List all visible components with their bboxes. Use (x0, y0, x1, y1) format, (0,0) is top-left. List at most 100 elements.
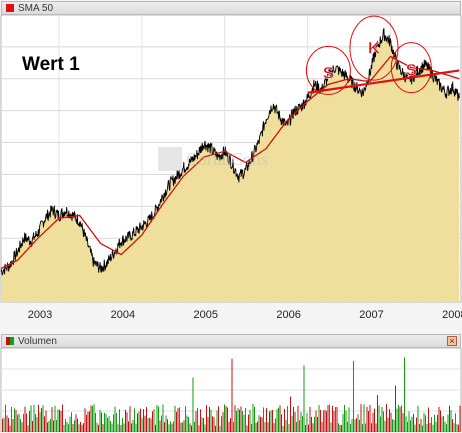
volume-bar (341, 425, 342, 432)
volume-bar (276, 409, 278, 432)
volume-bar (324, 409, 326, 432)
volume-bar (60, 411, 62, 432)
volume-bar (327, 405, 329, 432)
volume-bar (353, 360, 354, 432)
x-tick-label: 2006 (276, 309, 300, 321)
volume-bar (326, 411, 327, 432)
volume-bar (17, 414, 18, 432)
volume-bar (9, 425, 11, 432)
volume-bar (437, 414, 438, 432)
volume-bar (156, 404, 158, 432)
volume-bar (255, 422, 257, 432)
volume-bar (309, 406, 311, 432)
volume-bar (38, 404, 39, 432)
pattern-circle (305, 45, 351, 95)
volume-bar (401, 405, 402, 432)
volume-bar (278, 407, 279, 432)
volume-bar (161, 415, 162, 432)
volume-bar (149, 417, 150, 432)
volume-bar (72, 423, 74, 432)
volume-bar (270, 410, 272, 432)
volume-bar (36, 417, 38, 432)
volume-bar (20, 419, 21, 432)
price-panel-header: SMA 50 (1, 1, 461, 15)
volume-bar (113, 414, 114, 432)
volume-bar (152, 411, 153, 432)
volume-bar (425, 415, 426, 432)
volume-bar (230, 418, 231, 432)
volume-bar (384, 420, 386, 432)
volume-bar (116, 413, 117, 432)
volume-bar (417, 405, 419, 432)
volume-bar (12, 418, 14, 432)
volume-bar (93, 404, 95, 432)
volume-bar (159, 420, 161, 432)
volume-bar (108, 416, 110, 432)
volume-bar (329, 404, 330, 432)
volume-bar (210, 409, 212, 432)
volume-bar (260, 416, 261, 432)
volume-bar (416, 417, 417, 432)
volume-bar (440, 410, 441, 432)
volume-bar (125, 409, 126, 432)
volume-bar (269, 411, 270, 432)
volume-bar (368, 411, 369, 432)
volume-bar (122, 418, 123, 432)
volume-bar (410, 420, 411, 432)
volume-bar (27, 425, 29, 432)
volume-bar (21, 422, 23, 432)
volume-bar (185, 406, 186, 432)
sma-legend-swatch (6, 4, 14, 12)
volume-bar (290, 396, 291, 432)
volume-bar (26, 413, 27, 432)
volume-bar (303, 365, 305, 432)
volume-bar (273, 423, 275, 432)
volume-bar (434, 414, 435, 432)
volume-bar (95, 412, 96, 432)
volume-bar (128, 421, 129, 432)
volume-bar (402, 413, 404, 432)
volume-bar (15, 410, 17, 432)
volume-bar (57, 409, 59, 432)
volume-bar (180, 422, 182, 432)
volume-bar (395, 385, 396, 432)
volume-bar (204, 424, 206, 432)
volume-bar (345, 410, 347, 432)
volume-bar (105, 413, 107, 432)
volume-bar (428, 407, 429, 432)
volume-bar (443, 416, 444, 432)
volume-panel-header: Volumen × (1, 334, 461, 348)
volume-bar (8, 418, 9, 432)
volume-bar (299, 420, 300, 432)
volume-bar (438, 406, 440, 432)
volume-bar (32, 420, 33, 432)
volume-bar (144, 415, 146, 432)
volume-chart (0, 348, 462, 432)
volume-bar (281, 414, 282, 432)
volume-bar (356, 418, 357, 432)
volume-bar (111, 423, 113, 432)
volume-bar (351, 418, 353, 432)
volume-bar (339, 425, 341, 432)
volume-bar (89, 411, 90, 432)
volume-bar (206, 405, 207, 432)
volume-bar (215, 425, 216, 432)
volume-bar (372, 412, 374, 432)
volume-bar (396, 408, 398, 432)
volume-bar (98, 424, 99, 432)
volume-bar (308, 424, 309, 432)
volume-bar (374, 408, 375, 432)
volume-bar (221, 416, 222, 432)
volume-bar (231, 358, 233, 432)
volume-bar (192, 377, 194, 432)
volume-bar (87, 411, 89, 432)
volume-bar (23, 413, 24, 432)
volume-bar (323, 410, 324, 432)
volume-bar (83, 423, 84, 432)
volume-bar (102, 423, 104, 432)
close-volume-button[interactable]: × (447, 336, 457, 346)
price-area (1, 28, 460, 303)
volume-bar (452, 419, 453, 432)
volume-bar (119, 409, 120, 432)
volume-bar (252, 404, 254, 432)
